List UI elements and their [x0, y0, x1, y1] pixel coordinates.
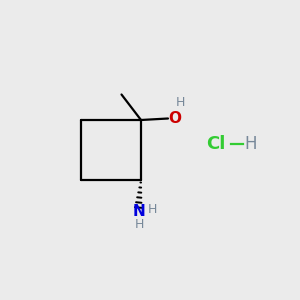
- Text: O: O: [168, 111, 181, 126]
- Text: N: N: [133, 204, 146, 219]
- Text: H: H: [175, 95, 185, 109]
- Text: H: H: [148, 203, 157, 216]
- Text: H: H: [135, 218, 144, 231]
- Text: Cl: Cl: [206, 135, 226, 153]
- Text: H: H: [244, 135, 257, 153]
